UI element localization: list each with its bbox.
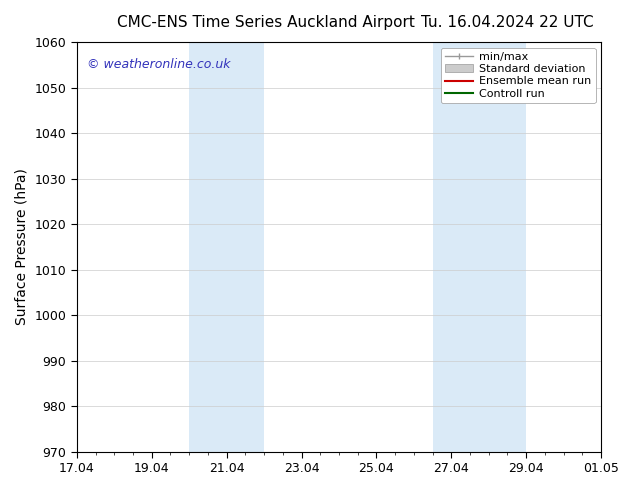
Legend: min/max, Standard deviation, Ensemble mean run, Controll run: min/max, Standard deviation, Ensemble me… <box>441 48 595 103</box>
Y-axis label: Surface Pressure (hPa): Surface Pressure (hPa) <box>15 169 29 325</box>
Text: CMC-ENS Time Series Auckland Airport: CMC-ENS Time Series Auckland Airport <box>117 15 415 30</box>
Bar <box>189 42 264 452</box>
Text: Tu. 16.04.2024 22 UTC: Tu. 16.04.2024 22 UTC <box>421 15 593 30</box>
Bar <box>432 42 526 452</box>
Text: © weatheronline.co.uk: © weatheronline.co.uk <box>87 58 231 72</box>
